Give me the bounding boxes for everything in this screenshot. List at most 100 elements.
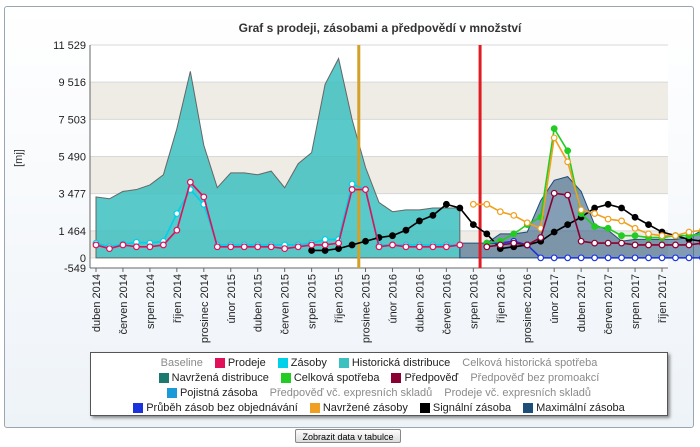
point: [577, 237, 585, 245]
legend-label: Prodeje vč. expresních skladů: [444, 386, 592, 399]
x-tick-label: únor 2016: [387, 274, 399, 324]
legend-label: Prodeje: [227, 356, 266, 369]
point: [618, 254, 625, 262]
point: [254, 243, 262, 251]
point: [685, 254, 693, 262]
legend-item[interactable]: Předpověď bez promoakcí: [470, 372, 599, 384]
legend-swatch: [280, 372, 291, 383]
legend-label: Pojistná zásoba: [179, 386, 258, 399]
point: [604, 224, 612, 232]
line-prodeje: [95, 180, 460, 250]
legend-swatch: [338, 357, 349, 368]
legend-item[interactable]: Baseline: [161, 357, 203, 369]
y-tick-label: 3 477: [58, 189, 86, 201]
point: [564, 158, 572, 166]
legend-item[interactable]: Navržená distribuce: [158, 372, 269, 384]
x-tick-label: říjen 2016: [495, 274, 507, 323]
point: [456, 241, 464, 249]
point: [550, 189, 558, 197]
point: [348, 241, 356, 249]
point: [186, 178, 194, 186]
x-tick-label: říjen 2017: [657, 274, 669, 323]
point: [631, 213, 639, 221]
point: [389, 232, 396, 240]
legend-label: Předpověď bez promoakcí: [470, 371, 600, 384]
legend-item[interactable]: Navržené zásoby: [309, 402, 408, 414]
x-tick-label: červen 2016: [441, 274, 453, 335]
legend-item[interactable]: Maximální zásoba: [523, 402, 625, 414]
point: [645, 254, 652, 262]
point: [618, 217, 625, 225]
x-tick-label: únor 2017: [549, 274, 561, 324]
point: [631, 241, 639, 249]
point: [510, 239, 518, 247]
point: [240, 243, 248, 251]
point: [308, 241, 316, 249]
legend: Baseline Prodeje Zásoby Historická distribu…: [90, 352, 668, 416]
point: [483, 243, 491, 251]
x-tick-label: prosinec 2014: [199, 274, 211, 343]
legend-label: Signální zásoba: [432, 401, 512, 414]
point: [483, 230, 491, 238]
legend-item[interactable]: Celková spotřeba: [280, 372, 379, 384]
point: [375, 243, 383, 251]
legend-swatch: [277, 357, 288, 368]
x-tick-label: říjen 2014: [172, 274, 184, 323]
legend-row: Průběh zásob bez objednávání Navržené zás…: [95, 400, 663, 415]
x-tick-label: duben 2017: [576, 274, 588, 332]
legend-swatch: [309, 402, 320, 413]
y-tick-label: 0: [80, 253, 86, 265]
legend-swatch: [166, 387, 177, 398]
point: [564, 254, 572, 262]
legend-item[interactable]: Prodeje: [214, 356, 266, 369]
point: [537, 254, 545, 262]
grid-band: [90, 82, 668, 120]
grid-band: [90, 257, 668, 268]
point: [672, 232, 679, 240]
legend-item[interactable]: Předpověď: [391, 372, 458, 384]
point: [577, 254, 585, 262]
legend-item[interactable]: Průběh zásob bez objednávání: [133, 402, 298, 414]
legend-swatch: [133, 402, 144, 413]
x-tick-label: srpen 2017: [630, 274, 642, 329]
line-zásoby: [95, 182, 460, 248]
legend-label: Historická distribuce: [351, 356, 451, 369]
legend-item[interactable]: Pojistná zásoba: [166, 386, 258, 399]
point: [213, 243, 221, 251]
point: [564, 191, 572, 199]
legend-item[interactable]: Celková historická spotřeba: [462, 357, 597, 369]
point: [321, 236, 329, 243]
y-tick-label: 11 529: [53, 40, 86, 52]
point: [631, 232, 639, 240]
point: [106, 245, 113, 253]
legend-swatch: [523, 402, 534, 413]
legend-swatch: [214, 357, 225, 368]
point: [348, 180, 356, 188]
point: [335, 239, 342, 247]
point: [483, 200, 491, 208]
show-table-button[interactable]: Zobrazit data v tabulce: [295, 429, 401, 443]
legend-item[interactable]: Předpověď vč. expresních skladů: [270, 387, 433, 399]
point: [591, 204, 599, 212]
point: [591, 223, 599, 230]
legend-item[interactable]: Signální zásoba: [419, 401, 512, 414]
point: [442, 243, 450, 251]
point: [267, 243, 275, 251]
y-axis-label: [mj]: [13, 149, 25, 167]
legend-item[interactable]: Zásoby: [277, 357, 327, 369]
point: [335, 245, 342, 253]
point: [92, 241, 100, 249]
point: [173, 226, 181, 234]
legend-row: Navržená distribuce Celková spotřeba Předp…: [95, 370, 663, 385]
point: [685, 228, 693, 236]
point: [416, 217, 423, 225]
legend-item[interactable]: Historická distribuce: [338, 356, 451, 369]
point: [591, 239, 599, 247]
point: [550, 125, 558, 133]
legend-label: Baseline: [160, 356, 203, 369]
point: [645, 221, 652, 229]
legend-item[interactable]: Prodeje vč. expresních skladů: [444, 387, 591, 399]
x-tick-label: červen 2015: [280, 274, 292, 335]
legend-label: Předpověď: [404, 371, 459, 384]
